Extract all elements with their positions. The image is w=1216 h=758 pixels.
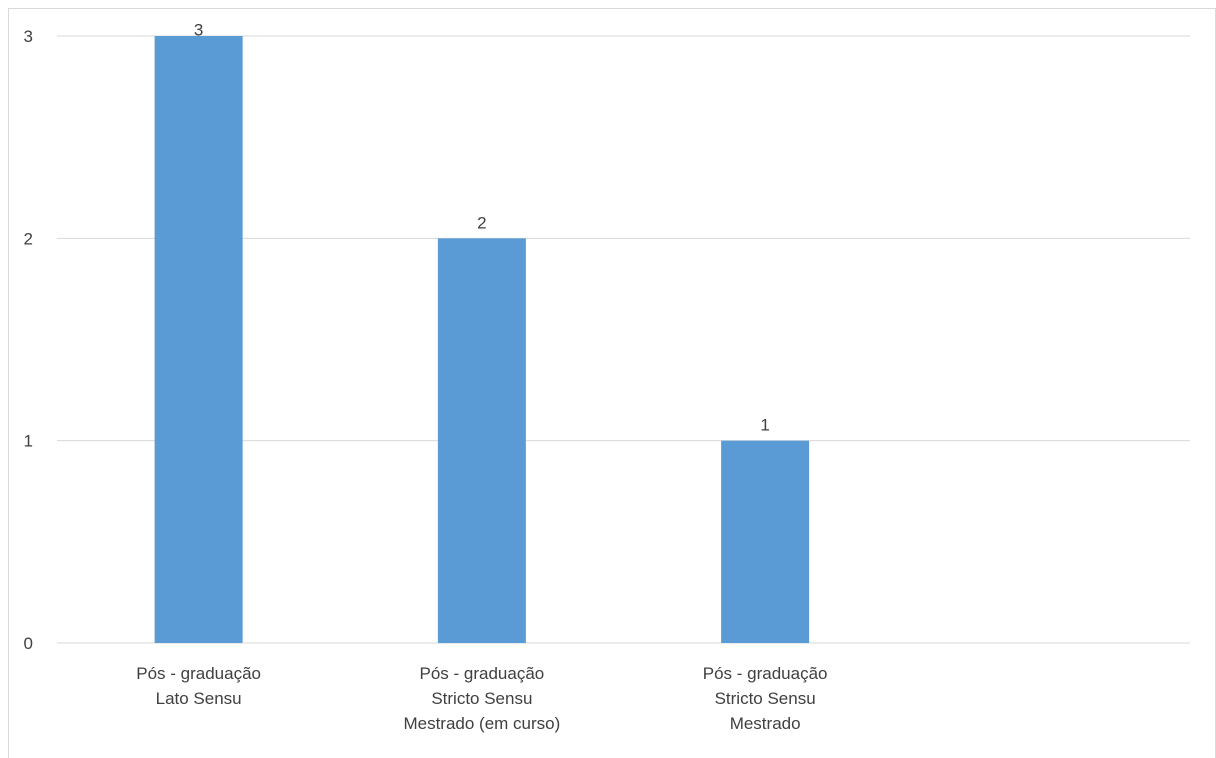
data-label: 2 [477, 213, 486, 232]
y-tick-label: 3 [24, 27, 33, 46]
data-label: 1 [760, 416, 769, 435]
x-category-label-line: Lato Sensu [156, 689, 242, 708]
bar [154, 36, 243, 643]
bars [154, 36, 810, 644]
y-axis-tick-labels: 0 1 2 3 [24, 27, 33, 653]
x-category-label: Pós - graduação Stricto Sensu Mestrado [703, 664, 828, 733]
bar [437, 238, 526, 644]
data-labels: 3 2 1 [194, 21, 770, 435]
data-label: 3 [194, 21, 203, 40]
x-category-label-line: Mestrado (em curso) [403, 714, 560, 733]
y-tick-label: 1 [24, 432, 33, 451]
bar [721, 440, 810, 643]
x-category-label-line: Stricto Sensu [431, 689, 532, 708]
x-category-label-line: Pós - graduação [136, 664, 261, 683]
x-category-label: Pós - graduação Stricto Sensu Mestrado (em… [403, 664, 560, 733]
x-category-label-line: Mestrado [730, 714, 801, 733]
x-category-label-line: Pós - graduação [420, 664, 545, 683]
x-category-label-line: Stricto Sensu [715, 689, 816, 708]
x-category-label: Pós - graduação Lato Sensu [136, 664, 261, 708]
y-tick-label: 2 [24, 229, 33, 248]
gridlines [57, 35, 1190, 644]
y-tick-label: 0 [24, 634, 33, 653]
x-category-label-line: Pós - graduação [703, 664, 828, 683]
